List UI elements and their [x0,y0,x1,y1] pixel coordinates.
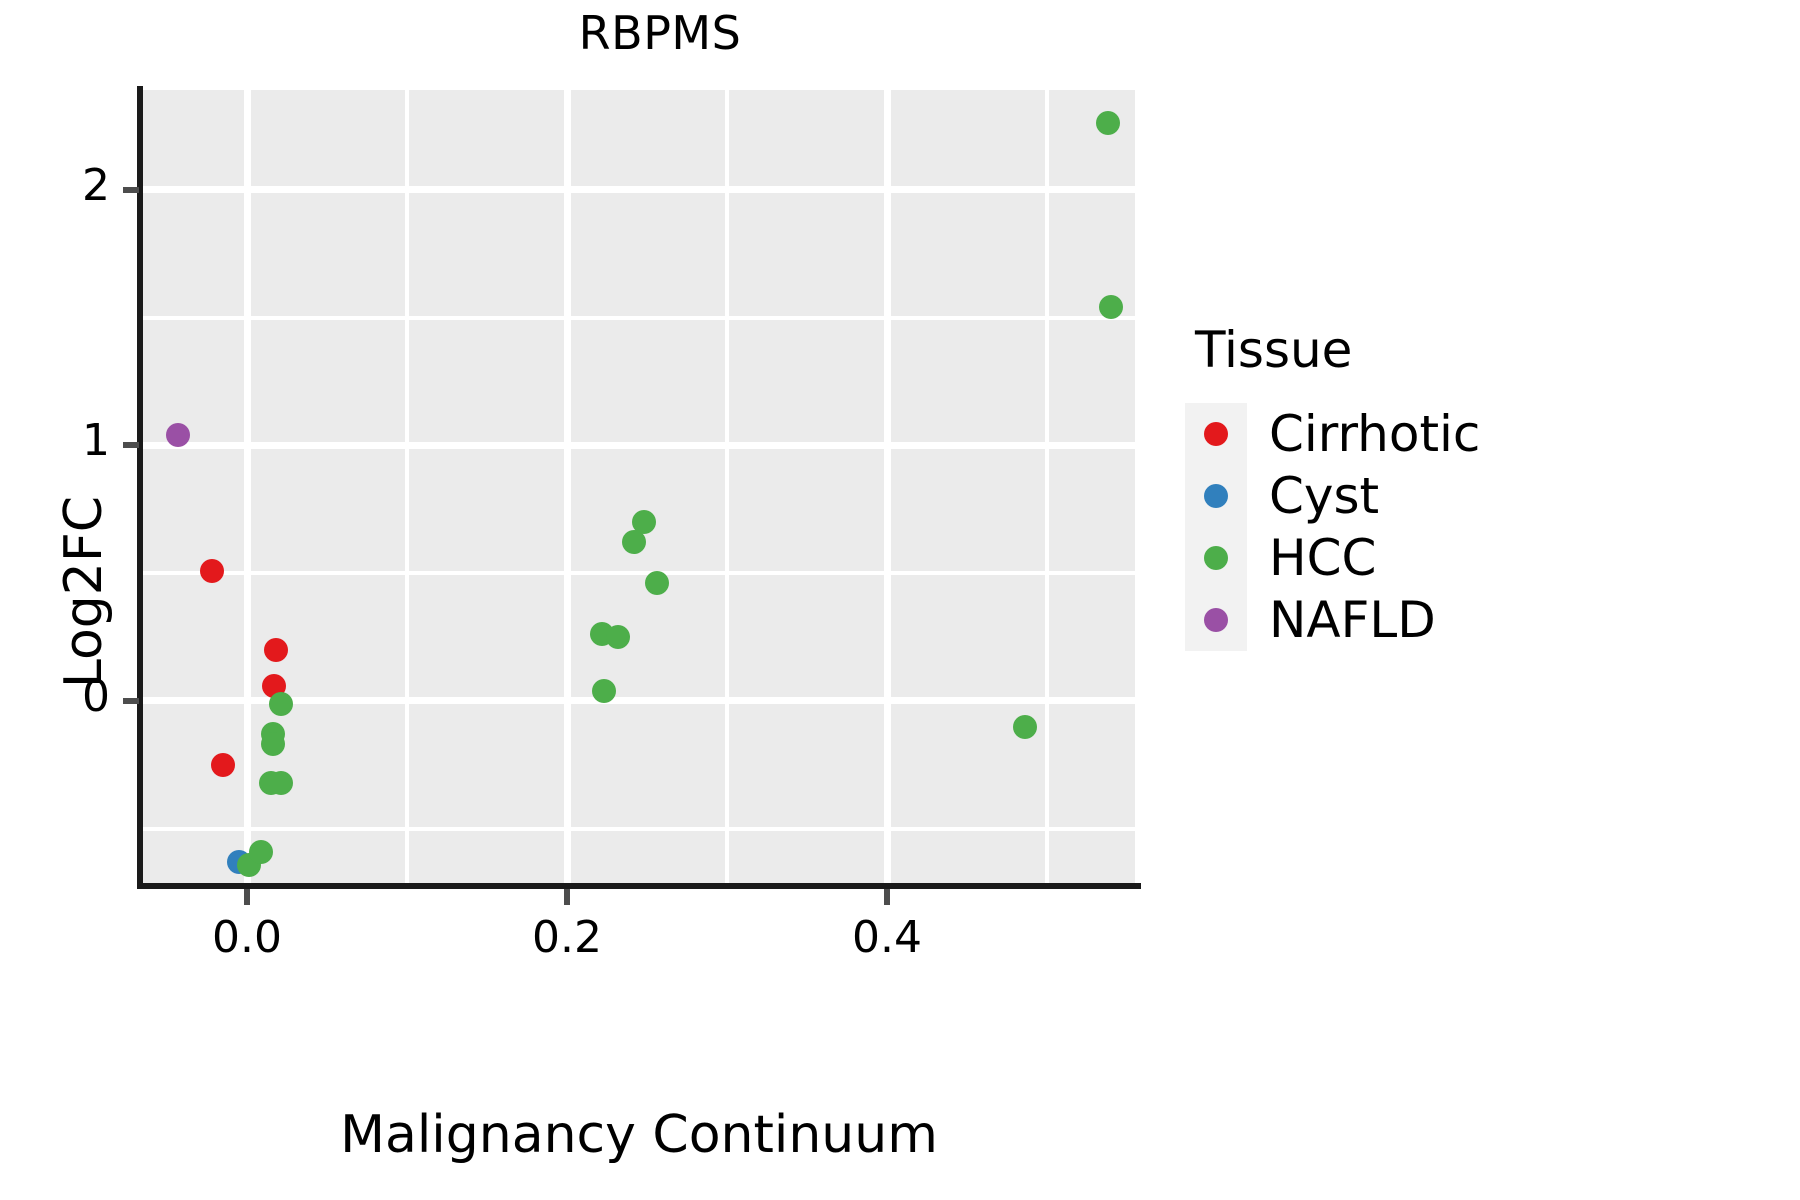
y-axis-tick [123,186,139,193]
x-axis-tick [564,889,570,905]
minor-gridline-horizontal [143,826,1135,831]
data-point-hcc [591,678,616,703]
data-point-hcc [1095,111,1120,136]
y-axis-title: Log2FC [54,495,114,689]
x-axis-line [137,883,1141,889]
minor-gridline-vertical [725,90,729,885]
minor-gridline-horizontal [143,315,1135,320]
data-point-hcc [631,510,656,534]
legend-item-nafld[interactable]: NAFLD [1185,589,1665,651]
x-axis-tick-label: 0.0 [212,912,282,963]
legend-title: Tissue [1195,321,1353,379]
legend-item-label: HCC [1269,529,1377,587]
x-axis-tick-label: 0.4 [852,912,922,963]
data-point-cirrhotic [211,752,235,777]
minor-gridline-vertical [1045,90,1049,885]
data-point-hcc [622,530,647,555]
major-gridline-vertical [243,90,251,885]
y-axis-tick-label: 2 [82,159,110,211]
y-axis-tick [123,442,139,449]
major-gridline-vertical [563,90,571,885]
data-point-hcc [1099,295,1123,320]
legend-item-label: NAFLD [1269,591,1436,649]
major-gridline-vertical [883,90,891,885]
major-gridline-horizontal [143,186,1135,194]
x-axis-tick [884,889,890,905]
legend-item-cirrhotic[interactable]: Cirrhotic [1185,403,1665,465]
x-axis-tick-label: 0.2 [532,912,602,963]
data-point-nafld [166,423,191,448]
data-point-cirrhotic [199,558,224,583]
y-axis-tick-label: 1 [82,415,110,467]
legend-item-cyst[interactable]: Cyst [1185,465,1665,527]
data-point-cirrhotic [263,637,288,662]
legend-dot-icon [1204,422,1228,446]
x-axis-title: Malignancy Continuum [340,1105,938,1165]
x-axis-tick [244,889,250,905]
legend-dot-icon [1204,546,1228,570]
legend-item-label: Cyst [1269,467,1380,525]
data-point-hcc [268,691,293,716]
page-title: RBPMS [578,6,742,60]
legend-key-swatch [1185,465,1247,527]
data-point-hcc [249,839,274,864]
data-point-hcc [606,625,631,650]
legend-entries: Cirrhotic Cyst HCC NAFLD [1185,403,1665,651]
legend: Tissue Cirrhotic Cyst HCC NAFLD [1185,325,1665,651]
legend-key-swatch [1185,527,1247,589]
major-gridline-horizontal [143,697,1135,705]
minor-gridline-vertical [405,90,409,885]
minor-gridline-horizontal [143,571,1135,576]
legend-key-swatch [1185,403,1247,465]
data-point-hcc [1012,714,1037,739]
plot-panel [143,90,1135,885]
legend-dot-icon [1204,608,1228,632]
y-axis-tick-label: 0 [82,670,110,722]
major-gridline-horizontal [143,441,1135,449]
legend-item-label: Cirrhotic [1269,405,1481,463]
data-point-hcc [268,770,293,795]
legend-dot-icon [1204,484,1228,508]
legend-key-swatch [1185,589,1247,651]
data-point-hcc [260,732,285,757]
y-axis-tick [123,697,139,704]
y-axis-line [137,86,143,889]
legend-item-hcc[interactable]: HCC [1185,527,1665,589]
data-point-hcc [644,571,669,596]
